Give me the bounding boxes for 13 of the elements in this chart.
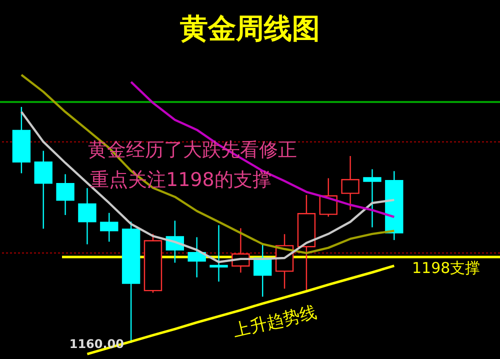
chart-title: 黄金周线图 <box>179 12 320 45</box>
candlestick <box>78 188 96 245</box>
candlestick <box>56 174 74 216</box>
annotation: 上升趋势线 <box>231 302 319 342</box>
candlestick <box>100 212 118 242</box>
annotation: 1160.00 <box>69 337 124 351</box>
annotation: 重点关注1198的支撑 <box>90 169 272 191</box>
candlestick <box>363 168 382 228</box>
candlestick <box>210 224 228 282</box>
candlestick <box>34 150 52 230</box>
candlestick <box>341 155 360 210</box>
candlestick <box>188 236 206 278</box>
ref-line-label: 1198支撑 <box>412 259 480 278</box>
